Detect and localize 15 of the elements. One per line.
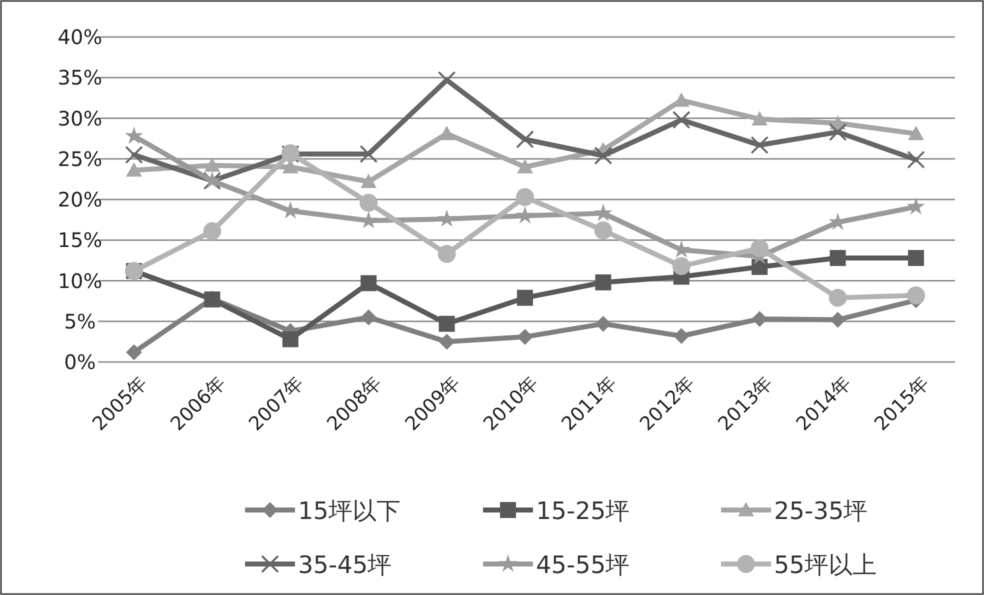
y-tick-label: 25%: [58, 146, 102, 171]
legend-label: 15坪以下: [298, 497, 401, 525]
y-tick-label: 15%: [58, 228, 102, 252]
legend-label: 35-45坪: [298, 551, 392, 579]
y-tick-label: 35%: [58, 66, 102, 90]
legend-label: 25-35坪: [774, 497, 868, 525]
y-tick-label: 20%: [58, 188, 102, 212]
y-tick-label: 30%: [58, 106, 102, 130]
legend-label: 55坪以上: [774, 551, 877, 579]
y-tick-label: 10%: [58, 268, 102, 293]
y-tick-label: 5%: [64, 309, 96, 334]
legend-label: 45-55坪: [536, 551, 630, 579]
y-tick-label: 40%: [58, 25, 102, 49]
y-tick-label: 0%: [64, 350, 96, 374]
legend-label: 15-25坪: [536, 497, 630, 525]
